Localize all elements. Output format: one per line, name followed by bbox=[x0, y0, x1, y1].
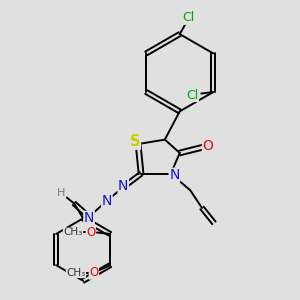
Text: N: N bbox=[84, 212, 94, 225]
Text: H: H bbox=[57, 188, 65, 198]
Text: O: O bbox=[89, 266, 98, 279]
Text: O: O bbox=[202, 139, 213, 152]
Text: CH₃: CH₃ bbox=[66, 268, 85, 278]
Text: Cl: Cl bbox=[186, 88, 199, 101]
Text: N: N bbox=[102, 194, 112, 208]
Text: O: O bbox=[86, 226, 95, 239]
Text: Cl: Cl bbox=[182, 11, 195, 24]
Text: CH₃: CH₃ bbox=[63, 227, 82, 238]
Text: N: N bbox=[169, 168, 180, 182]
Text: S: S bbox=[130, 134, 140, 149]
Text: N: N bbox=[118, 179, 128, 193]
